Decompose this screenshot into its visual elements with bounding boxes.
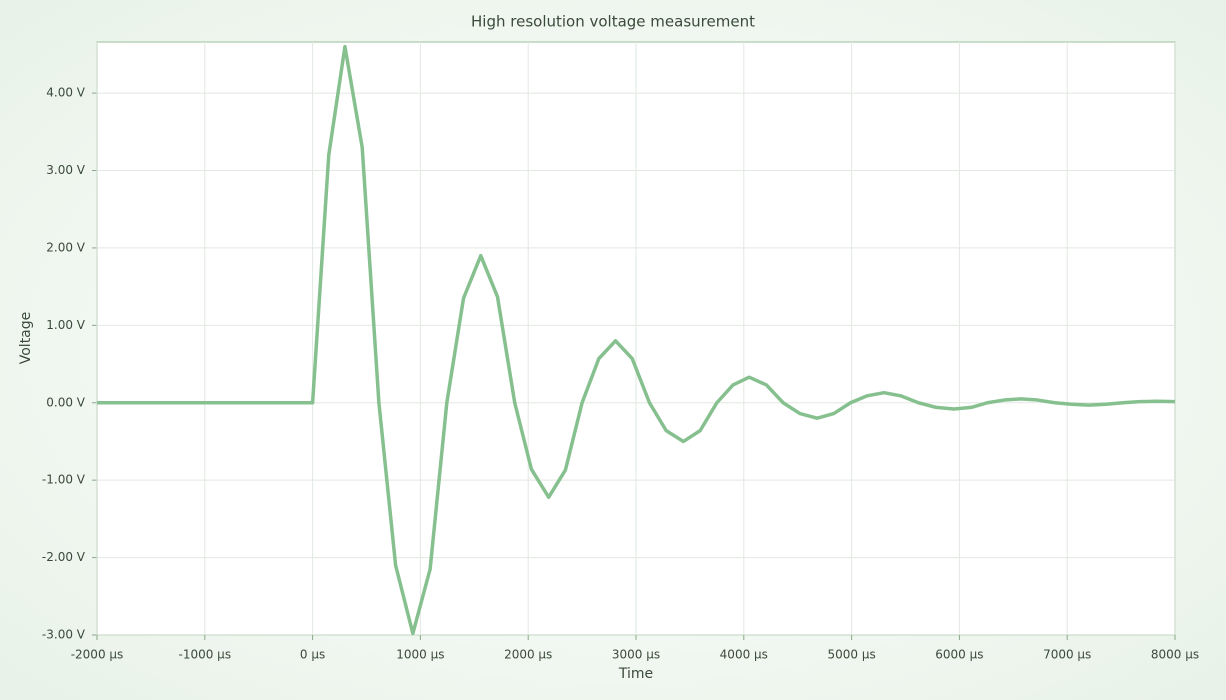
chart-title: High resolution voltage measurement <box>471 13 755 31</box>
x-tick-label: 6000 µs <box>935 648 983 662</box>
x-tick-label: 7000 µs <box>1043 648 1091 662</box>
x-axis-label: Time <box>618 666 653 682</box>
y-axis-label: Voltage <box>18 312 34 365</box>
data-line <box>97 44 1176 636</box>
y-tick-label: -2.00 V <box>42 550 86 564</box>
x-tick-label: 2000 µs <box>504 648 552 662</box>
x-tick-label: -2000 µs <box>71 648 124 662</box>
x-tick-label: 3000 µs <box>612 648 660 662</box>
x-tick-label: 4000 µs <box>720 648 768 662</box>
y-tick-label: 2.00 V <box>46 240 86 254</box>
y-tick-label: 4.00 V <box>46 86 86 100</box>
y-tick-label: -1.00 V <box>42 473 86 487</box>
x-tick-label: -1000 µs <box>179 648 232 662</box>
y-tick-label: 0.00 V <box>46 395 86 409</box>
y-tick-label: 3.00 V <box>46 163 86 177</box>
x-tick-label: 5000 µs <box>827 648 875 662</box>
x-tick-label: 8000 µs <box>1151 648 1199 662</box>
y-tick-label: -3.00 V <box>42 628 86 642</box>
x-tick-label: 1000 µs <box>396 648 444 662</box>
y-tick-label: 1.00 V <box>46 318 86 332</box>
x-tick-label: 0 µs <box>300 648 325 662</box>
